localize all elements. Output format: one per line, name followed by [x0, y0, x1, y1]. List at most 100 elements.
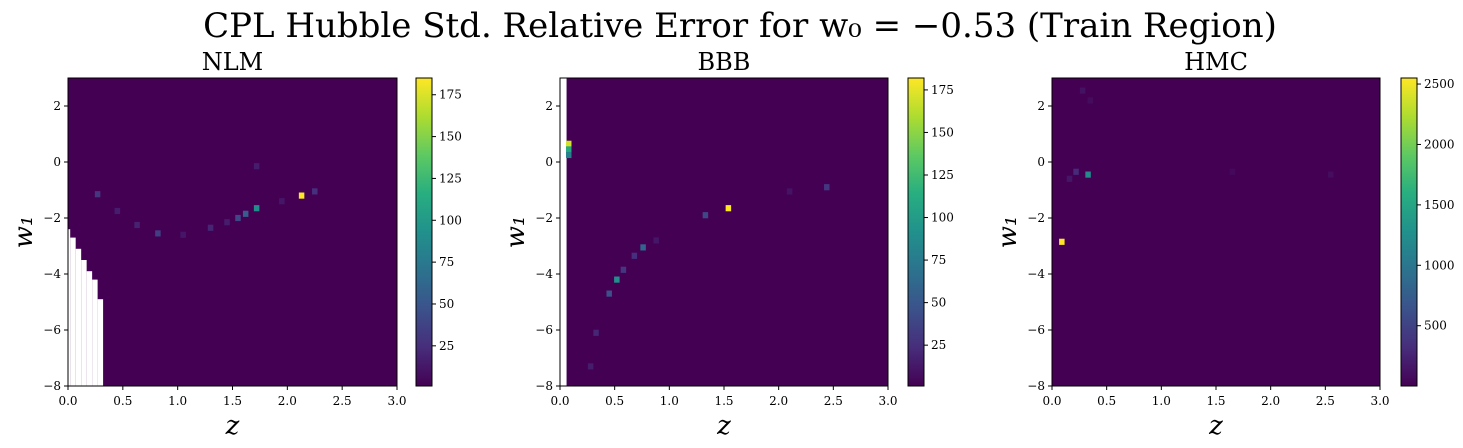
heatmap-cell [566, 146, 572, 153]
y-tick-label: 0 [545, 155, 553, 169]
colorbar [415, 77, 433, 387]
y-tick-label: −6 [43, 323, 61, 337]
y-tick-label: −4 [43, 267, 61, 281]
x-tick-label: 0.0 [550, 394, 569, 408]
y-axis-label: w₁ [501, 216, 531, 249]
y-tick-label: 0 [1037, 155, 1045, 169]
missing-data-block [86, 271, 93, 386]
x-tick-label: 3.0 [387, 394, 406, 408]
heatmap-cell [653, 237, 659, 244]
colorbar-tick-label: 175 [439, 88, 462, 102]
heatmap-cell [298, 192, 305, 199]
heatmap-cell [593, 329, 599, 336]
heatmap-cell [253, 163, 260, 170]
colorbar-tick-label: 75 [931, 253, 946, 267]
y-tick-label: −8 [1027, 379, 1045, 393]
heatmap-cell [620, 266, 627, 273]
y-tick-label: 2 [53, 99, 61, 113]
heatmap-cell [279, 198, 285, 205]
missing-data-block [81, 260, 87, 386]
colorbar-tick-label: 2500 [1424, 77, 1455, 91]
colorbar [907, 77, 925, 387]
x-tick-label: 1.0 [1152, 394, 1171, 408]
x-tick-label: 0.0 [58, 394, 77, 408]
x-tick-label: 0.5 [113, 394, 132, 408]
heatmap-cell [640, 244, 646, 251]
heatmap-cell [207, 224, 214, 231]
y-tick-label: −4 [535, 267, 553, 281]
colorbar-tick-label: 50 [931, 296, 946, 310]
heatmap-cell [1087, 97, 1093, 104]
colorbar-tick-label: 100 [439, 213, 462, 227]
colorbar-tick-label: 75 [439, 255, 454, 269]
heatmap-cell [235, 214, 241, 222]
heatmap-cell [587, 363, 594, 370]
x-tick-label: 3.0 [878, 394, 897, 408]
colorbar-tick-label: 125 [931, 168, 954, 182]
heatmap-panel-nlm: 0.0 0.5 1.0 1.5 2.0 2.5 3.0 2 0 −2 −4 −6 −8 NLM z w₁ 175… [9, 48, 462, 441]
heatmap-cell [1059, 238, 1065, 245]
heatmap-cell [1073, 168, 1079, 175]
heatmap-cell [824, 184, 830, 191]
x-tick-label: 1.5 [714, 394, 733, 408]
y-axis-label: w₁ [993, 216, 1023, 249]
y-tick-label: −4 [1027, 267, 1045, 281]
x-tick-label: 2.5 [1316, 394, 1335, 408]
y-tick-label: −6 [535, 323, 553, 337]
panel-title: HMC [1184, 48, 1248, 76]
heatmap-cell [134, 221, 140, 229]
heatmap-panel-bbb: 0.0 0.5 1.0 1.5 2.0 2.5 3.0 2 0 −2 −4 −6 −8 BBB z w₁ 175… [501, 48, 954, 441]
heatmap-cell [566, 151, 572, 159]
x-tick-label: 0.0 [1042, 394, 1061, 408]
colorbar-tick-label: 25 [931, 338, 946, 352]
heatmap-cell [725, 205, 732, 212]
heatmap-cell [253, 205, 260, 212]
heatmap-cell [180, 231, 186, 238]
x-axis-label: z [225, 411, 240, 441]
y-tick-label: 2 [545, 99, 553, 113]
missing-data-block [70, 237, 76, 386]
x-tick-label: 3.0 [1370, 394, 1389, 408]
x-tick-label: 0.5 [1097, 394, 1116, 408]
colorbar [1400, 77, 1418, 387]
missing-data-block [97, 299, 104, 386]
x-axis-label: z [716, 411, 731, 441]
colorbar-tick-label: 175 [931, 83, 954, 97]
y-tick-label: −2 [535, 211, 553, 225]
heatmap-cell [224, 219, 230, 226]
colorbar-tick-label: 125 [439, 171, 462, 185]
colorbar-tick-label: 50 [439, 297, 454, 311]
missing-data-block [560, 78, 567, 386]
panel-title: NLM [202, 48, 264, 76]
heatmap-background [1052, 78, 1380, 386]
colorbar-tick-label: 25 [439, 339, 454, 353]
missing-data-block [92, 279, 98, 386]
x-tick-label: 2.0 [278, 394, 297, 408]
heatmap-cell [631, 252, 638, 259]
heatmap-panel-hmc: 0.0 0.5 1.0 1.5 2.0 2.5 3.0 2 0 −2 −4 −6 −8 HMC z w₁ 250… [993, 48, 1455, 441]
missing-data-block [75, 248, 82, 386]
x-tick-label: 2.0 [1261, 394, 1280, 408]
x-tick-label: 0.5 [605, 394, 624, 408]
heatmap-cell [242, 210, 249, 217]
y-tick-label: 0 [53, 155, 61, 169]
heatmap-cell [614, 276, 620, 283]
x-tick-label: 1.0 [660, 394, 679, 408]
colorbar-tick-label: 1500 [1424, 198, 1455, 212]
heatmap-cell [606, 290, 612, 297]
heatmap-cell [1229, 168, 1236, 175]
heatmap-background [68, 78, 397, 386]
x-tick-label: 1.5 [223, 394, 242, 408]
heatmap-cell [1066, 175, 1073, 182]
colorbar-tick-label: 100 [931, 211, 954, 225]
heatmap-cell [114, 207, 121, 215]
y-tick-label: −8 [43, 379, 61, 393]
x-axis-label: z [1208, 411, 1223, 441]
heatmap-cell [94, 191, 101, 198]
y-tick-label: −8 [535, 379, 553, 393]
x-tick-label: 2.5 [333, 394, 352, 408]
heatmap-background [560, 78, 888, 386]
colorbar-tick-label: 2000 [1424, 137, 1455, 151]
missing-data-block [68, 229, 71, 386]
